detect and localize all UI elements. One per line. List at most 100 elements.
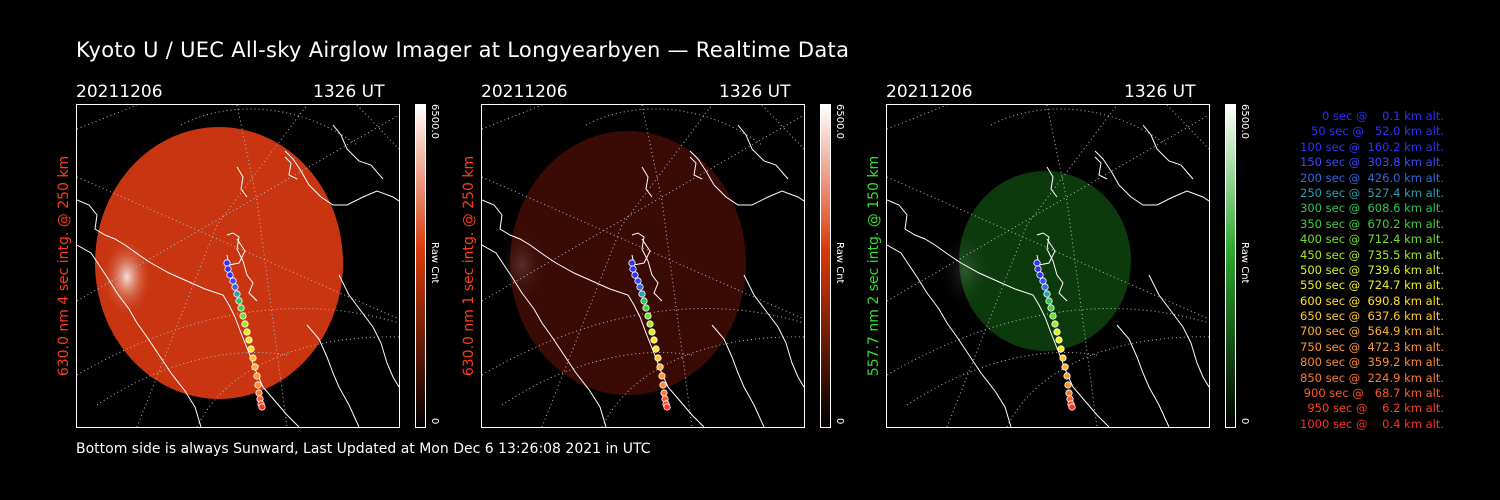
trajectory-point xyxy=(1041,283,1049,291)
coastline xyxy=(711,324,765,427)
trajectory-point xyxy=(656,363,664,371)
emission-region xyxy=(95,127,343,399)
trajectory-point xyxy=(254,381,262,389)
coastline xyxy=(284,150,399,206)
trajectory-point xyxy=(258,403,266,411)
coastline xyxy=(631,232,663,302)
coastline xyxy=(1036,232,1068,302)
grid-line xyxy=(887,308,1209,376)
legend-row: 750 sec @ 472.3 km alt. xyxy=(1296,339,1444,354)
trajectory-point xyxy=(640,297,648,305)
panel-1-colorbar xyxy=(415,104,426,428)
panel-1-svg xyxy=(77,105,399,427)
legend-row: 700 sec @ 564.9 km alt. xyxy=(1296,324,1444,339)
trajectory-legend: 0 sec @ 0.1 km alt. 50 sec @ 52.0 km alt… xyxy=(1258,109,1444,432)
aurora-glow xyxy=(939,231,991,311)
coastline xyxy=(689,156,703,180)
coastline xyxy=(1046,166,1058,198)
panel-2-cbar-min: 0 xyxy=(834,418,845,425)
trajectory-point xyxy=(1053,328,1061,336)
grid-line xyxy=(990,108,1168,146)
coastline xyxy=(284,156,298,180)
coastline xyxy=(641,166,653,198)
trajectory-point xyxy=(629,265,637,273)
trajectory-point xyxy=(634,277,642,285)
grid-line xyxy=(541,105,713,427)
page-title: Kyoto U / UEC All-sky Airglow Imager at … xyxy=(76,38,850,62)
emission-region xyxy=(510,131,746,395)
panel-1-time: 1326 UT xyxy=(313,82,385,102)
legend-row: 800 sec @ 359.2 km alt. xyxy=(1296,355,1444,370)
panel-2-cbar-unit: Raw Cnt xyxy=(834,242,845,284)
trajectory-point xyxy=(1043,290,1051,298)
panel-2-colorbar xyxy=(820,104,831,428)
grid-line xyxy=(77,308,399,376)
trajectory-point xyxy=(652,345,660,353)
panel-3-ylabel: 557.7 nm 2 sec intg. @ 150 km xyxy=(866,155,882,377)
trajectory-point xyxy=(237,304,245,312)
trajectory-point xyxy=(253,372,261,380)
legend-row: 0 sec @ 0.1 km alt. xyxy=(1311,109,1444,123)
legend-row: 450 sec @ 735.5 km alt. xyxy=(1296,247,1444,262)
coastline xyxy=(482,244,607,427)
emission-region xyxy=(959,171,1131,351)
legend-row: 500 sec @ 739.6 km alt. xyxy=(1296,262,1444,277)
grid-line xyxy=(1166,105,1209,150)
grid-line xyxy=(501,352,693,406)
panel-1-map xyxy=(76,104,400,428)
panel-2-svg xyxy=(482,105,804,427)
trajectory-point xyxy=(1061,363,1069,371)
grid-line xyxy=(482,308,804,376)
grid-line xyxy=(761,105,804,150)
trajectory-point xyxy=(654,354,662,362)
trajectory-point xyxy=(224,265,232,273)
trajectory-point xyxy=(1049,312,1057,320)
grid-line xyxy=(906,352,1098,406)
trajectory-point xyxy=(658,372,666,380)
trajectory-point xyxy=(241,320,249,328)
trajectory-point xyxy=(660,389,668,397)
trajectory-point xyxy=(648,328,656,336)
trajectory-point xyxy=(226,271,234,279)
panel-3-colorbar xyxy=(1225,104,1236,428)
coastline xyxy=(77,244,202,427)
legend-row: 300 sec @ 608.6 km alt. xyxy=(1296,201,1444,216)
trajectory-point xyxy=(235,297,243,305)
panel-2-date: 20211206 xyxy=(481,82,568,102)
trajectory-point xyxy=(1057,345,1065,353)
grid-line xyxy=(236,105,288,427)
panel-3-cbar-unit: Raw Cnt xyxy=(1239,242,1250,284)
trajectory-point xyxy=(245,336,253,344)
coastline xyxy=(306,324,360,427)
trajectory-point xyxy=(1063,372,1071,380)
trajectory-point xyxy=(229,277,237,285)
trajectory-point xyxy=(1045,297,1053,305)
trajectory-point xyxy=(1055,336,1063,344)
coastline xyxy=(887,244,1012,427)
trajectory-point xyxy=(1059,354,1067,362)
trajectory-point xyxy=(1047,304,1055,312)
legend-row: 1000 sec @ 0.4 km alt. xyxy=(1300,416,1444,431)
panel-3-map xyxy=(886,104,1210,428)
coastline xyxy=(1116,324,1170,427)
panel-3-svg xyxy=(887,105,1209,427)
trajectory-point xyxy=(249,354,257,362)
legend-row: 950 sec @ 6.2 km alt. xyxy=(1303,401,1444,416)
trajectory-point xyxy=(239,312,247,320)
legend-row: 650 sec @ 637.6 km alt. xyxy=(1296,309,1444,324)
trajectory-point xyxy=(1051,320,1059,328)
coastline xyxy=(1142,124,1194,180)
trajectory-point xyxy=(631,271,639,279)
panel-3-cbar-max: 6500.0 xyxy=(1239,104,1250,139)
trajectory-point xyxy=(255,389,263,397)
trajectory-point xyxy=(247,345,255,353)
aurora-glow xyxy=(101,237,153,317)
trajectory-point xyxy=(646,320,654,328)
legend-row: 200 sec @ 426.0 km alt. xyxy=(1296,170,1444,185)
legend-row: 600 sec @ 690.8 km alt. xyxy=(1296,293,1444,308)
trajectory-point xyxy=(644,312,652,320)
trajectory-point xyxy=(642,304,650,312)
legend-row: 50 sec @ 52.0 km alt. xyxy=(1303,124,1444,139)
panel-3-date: 20211206 xyxy=(886,82,973,102)
legend-row: 100 sec @ 160.2 km alt. xyxy=(1296,139,1444,154)
